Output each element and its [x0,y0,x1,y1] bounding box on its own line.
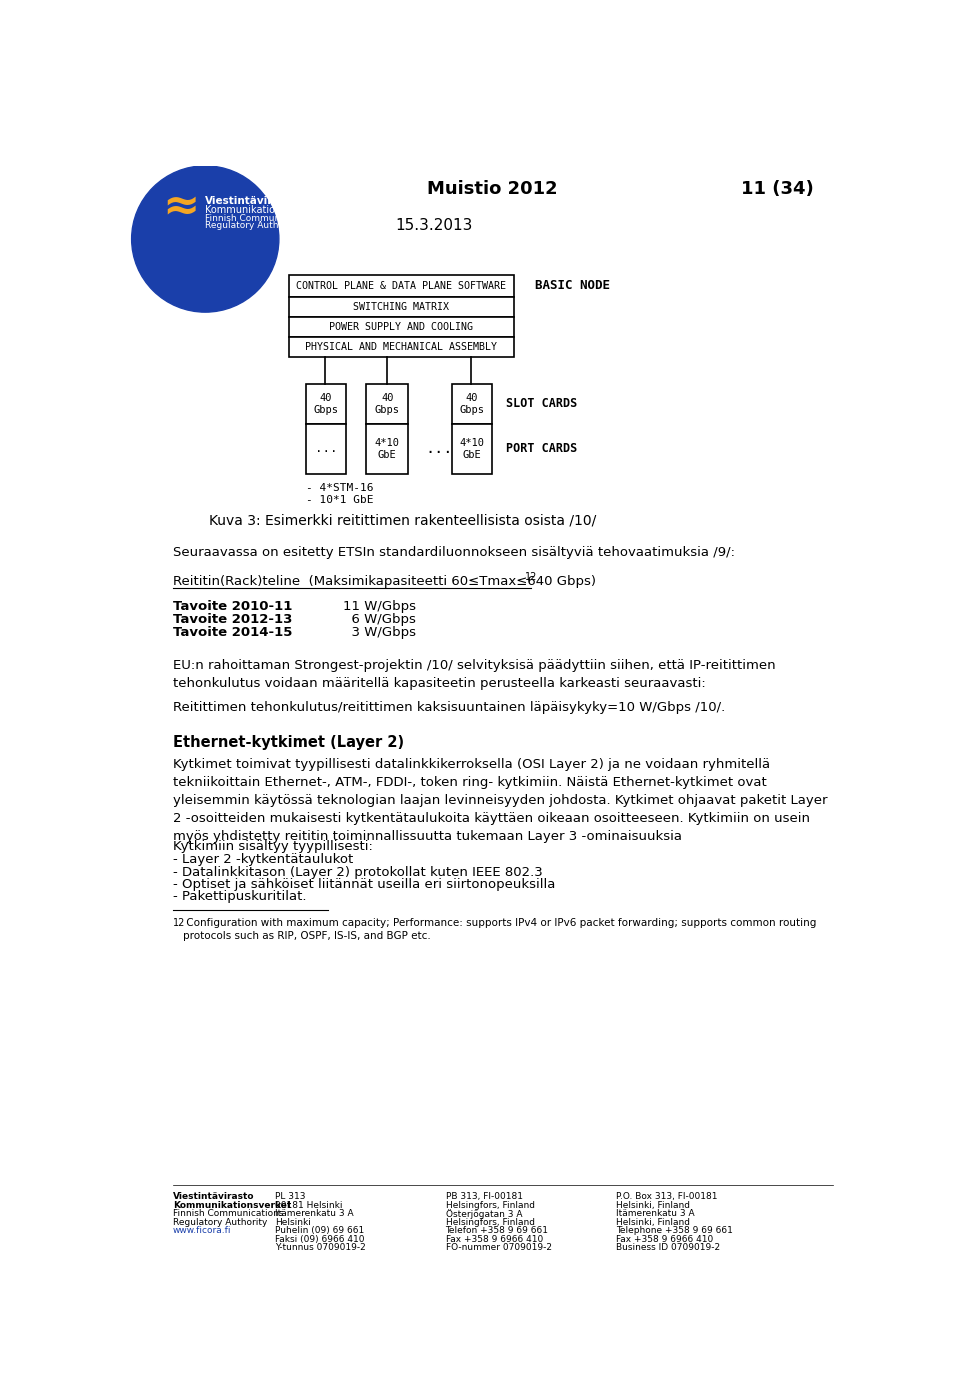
Text: - 4*STM-16: - 4*STM-16 [306,484,373,493]
Text: 12: 12 [525,572,538,582]
Text: ...: ... [315,442,337,455]
Text: Itämerenkatu 3 A: Itämerenkatu 3 A [616,1209,695,1218]
Text: Viestintävirasto: Viestintävirasto [173,1193,254,1201]
Text: www.ficora.fi: www.ficora.fi [173,1226,231,1236]
Text: Itämerenkatu 3 A: Itämerenkatu 3 A [275,1209,353,1218]
Bar [452,384,492,424]
Text: 00181 Helsinki: 00181 Helsinki [275,1201,343,1209]
Text: - 10*1 GbE: - 10*1 GbE [306,495,373,504]
Text: Faksi (09) 6966 410: Faksi (09) 6966 410 [275,1234,365,1244]
Text: Reitittimen tehonkulutus/reitittimen kaksisuuntainen läpäisykyky=10 W/Gbps /10/.: Reitittimen tehonkulutus/reitittimen kak… [173,701,725,714]
Text: SWITCHING MATRIX: SWITCHING MATRIX [353,301,449,312]
Text: Configuration with maximum capacity; Performance: supports IPv4 or IPv6 packet f: Configuration with maximum capacity; Per… [182,918,816,941]
Text: - Pakettipuskuritilat.: - Pakettipuskuritilat. [173,890,306,904]
Bar [289,275,514,297]
Text: PHYSICAL AND MECHANICAL ASSEMBLY: PHYSICAL AND MECHANICAL ASSEMBLY [305,341,497,352]
Text: 3 W/Gbps: 3 W/Gbps [344,626,417,640]
Text: Seuraavassa on esitetty ETSIn standardiluonnokseen sisältyviä tehovaatimuksia /9: Seuraavassa on esitetty ETSIn standardil… [173,546,734,560]
Text: Finnish Communications: Finnish Communications [205,213,316,223]
Text: 40
Gbps: 40 Gbps [374,392,400,415]
Text: Helsinki: Helsinki [275,1218,311,1227]
Text: 12: 12 [173,918,185,929]
Text: Helsingfors, Finland: Helsingfors, Finland [445,1201,535,1209]
Text: FO-nummer 0709019-2: FO-nummer 0709019-2 [445,1242,551,1252]
Text: Fax +358 9 6966 410: Fax +358 9 6966 410 [616,1234,713,1244]
Bar [306,424,347,474]
Text: Kommunikationsverket: Kommunikationsverket [173,1201,291,1209]
Bar [289,297,514,316]
Text: - Optiset ja sähköiset liitännät useilla eri siirtonopeuksilla: - Optiset ja sähköiset liitännät useilla… [173,878,555,891]
Text: Business ID 0709019-2: Business ID 0709019-2 [616,1242,720,1252]
Text: PB 313, FI-00181: PB 313, FI-00181 [445,1193,522,1201]
Text: Reititin(Rack)teline  (Maksimikapasiteetti 60≤Tmax≤640 Gbps): Reititin(Rack)teline (Maksimikapasiteett… [173,575,596,589]
Text: Helsinki, Finland: Helsinki, Finland [616,1201,690,1209]
Text: PL 313: PL 313 [275,1193,305,1201]
Text: 4*10
GbE: 4*10 GbE [459,438,485,460]
Bar [306,384,347,424]
Text: Telefon +358 9 69 661: Telefon +358 9 69 661 [445,1226,548,1236]
Text: Muistio 2012: Muistio 2012 [426,180,558,198]
Text: POWER SUPPLY AND COOLING: POWER SUPPLY AND COOLING [329,322,473,332]
Text: Österjögatan 3 A: Österjögatan 3 A [445,1209,522,1219]
Bar [289,316,514,337]
Text: 15.3.2013: 15.3.2013 [396,218,472,234]
Text: Helsinki, Finland: Helsinki, Finland [616,1218,690,1227]
Text: 6 W/Gbps: 6 W/Gbps [344,614,416,626]
Text: P.O. Box 313, FI-00181: P.O. Box 313, FI-00181 [616,1193,717,1201]
Bar [367,424,408,474]
Bar [289,337,514,357]
Text: Tavoite 2012-13: Tavoite 2012-13 [173,614,292,626]
Text: 4*10
GbE: 4*10 GbE [374,438,400,460]
Text: Tavoite 2010-11: Tavoite 2010-11 [173,600,292,614]
Text: SLOT CARDS: SLOT CARDS [506,397,577,410]
Text: 40
Gbps: 40 Gbps [314,392,339,415]
Bar [367,384,408,424]
Text: ...: ... [425,441,453,456]
Text: Puhelin (09) 69 661: Puhelin (09) 69 661 [275,1226,364,1236]
Text: BASIC NODE: BASIC NODE [535,279,610,293]
Circle shape [132,166,278,312]
Text: Y-tunnus 0709019-2: Y-tunnus 0709019-2 [275,1242,366,1252]
Text: 11 (34): 11 (34) [741,180,814,198]
Text: - Layer 2 -kytkentätaulukot: - Layer 2 -kytkentätaulukot [173,854,353,867]
Text: Fax +358 9 6966 410: Fax +358 9 6966 410 [445,1234,542,1244]
Text: 40
Gbps: 40 Gbps [459,392,485,415]
Bar [452,424,492,474]
Text: PORT CARDS: PORT CARDS [506,442,577,455]
Text: EU:n rahoittaman Strongest-projektin /10/ selvityksisä päädyttiin siihen, että I: EU:n rahoittaman Strongest-projektin /10… [173,659,776,690]
Text: Ethernet-kytkimet (Layer 2): Ethernet-kytkimet (Layer 2) [173,735,404,750]
Text: Regulatory Authority: Regulatory Authority [173,1218,267,1227]
Text: Tavoite 2014-15: Tavoite 2014-15 [173,626,292,640]
Text: Viestintävirasto: Viestintävirasto [205,196,300,206]
Text: Kytkimet toimivat tyypillisesti datalinkkikerroksella (OSI Layer 2) ja ne voidaa: Kytkimet toimivat tyypillisesti datalink… [173,757,828,843]
Text: Helsingfors, Finland: Helsingfors, Finland [445,1218,535,1227]
Text: Kommunikationsverket: Kommunikationsverket [205,205,318,214]
Text: Kuva 3: Esimerkki reitittimen rakenteellisista osista /10/: Kuva 3: Esimerkki reitittimen rakenteell… [209,514,596,528]
Text: ≈: ≈ [162,184,200,227]
Text: Telephone +358 9 69 661: Telephone +358 9 69 661 [616,1226,732,1236]
Text: Kytkimiin sisältyy tyypillisesti:: Kytkimiin sisältyy tyypillisesti: [173,840,372,853]
Text: 11 W/Gbps: 11 W/Gbps [344,600,417,614]
Text: Finnish Communications: Finnish Communications [173,1209,283,1218]
Text: - Datalinkkitason (Layer 2) protokollat kuten IEEE 802.3: - Datalinkkitason (Layer 2) protokollat … [173,865,542,879]
Text: Regulatory Authority: Regulatory Authority [205,221,300,231]
Text: CONTROL PLANE & DATA PLANE SOFTWARE: CONTROL PLANE & DATA PLANE SOFTWARE [297,281,506,292]
